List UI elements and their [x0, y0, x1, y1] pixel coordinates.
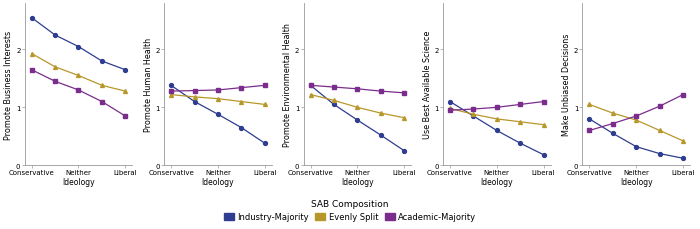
- Y-axis label: Promote Environmental Health: Promote Environmental Health: [283, 23, 292, 147]
- Y-axis label: Promote Human Health: Promote Human Health: [144, 38, 153, 132]
- X-axis label: Ideology: Ideology: [341, 177, 374, 186]
- X-axis label: Ideology: Ideology: [620, 177, 652, 186]
- X-axis label: Ideology: Ideology: [62, 177, 94, 186]
- X-axis label: Ideology: Ideology: [202, 177, 235, 186]
- X-axis label: Ideology: Ideology: [480, 177, 513, 186]
- Legend: Industry-Majority, Evenly Split, Academic-Majority: Industry-Majority, Evenly Split, Academi…: [220, 196, 480, 225]
- Y-axis label: Use Best Available Science: Use Best Available Science: [423, 31, 431, 139]
- Y-axis label: Make Unbiased Decisions: Make Unbiased Decisions: [562, 34, 571, 136]
- Y-axis label: Promote Business Interests: Promote Business Interests: [4, 30, 13, 139]
